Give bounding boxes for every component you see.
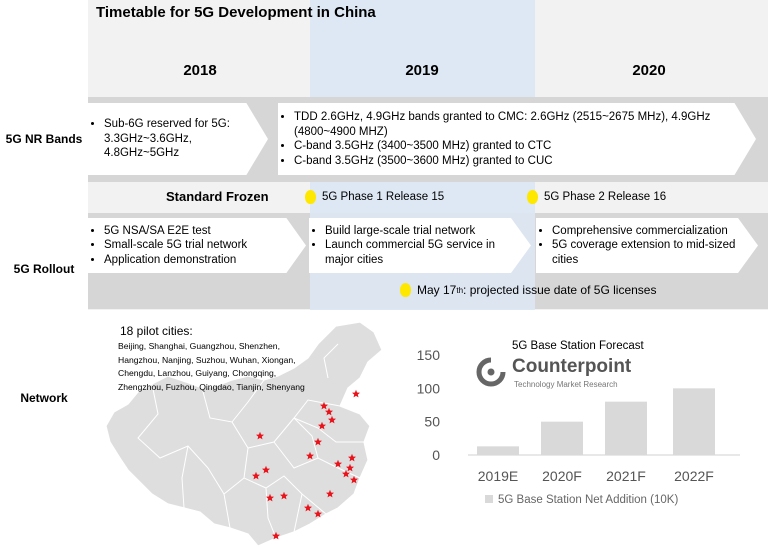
phase1-milestone: 5G Phase 1 Release 15 — [305, 190, 444, 204]
nr-bands-2019-item-1: TDD 2.6GHz, 4.9GHz bands granted to CMC:… — [294, 110, 714, 139]
city-star-icon — [352, 389, 360, 398]
phase2-label: 5G Phase 2 Release 16 — [544, 191, 667, 203]
standard-frozen-label: Standard Frozen — [166, 189, 269, 204]
counterpoint-logo-icon — [476, 357, 506, 387]
pilot-cities-line: Hangzhou, Nanjing, Suzhou, Wuhan, Xionga… — [118, 354, 296, 365]
city-star-icon — [266, 493, 274, 502]
city-star-icon — [304, 503, 312, 512]
legend-swatch — [485, 495, 493, 503]
year-2020: 2020 — [632, 62, 666, 79]
x-tick-label: 2019E — [478, 468, 518, 484]
pilot-city-markers — [252, 389, 360, 540]
city-star-icon — [350, 475, 358, 484]
rollout-2018-item-1: 5G NSA/SA E2E test — [104, 224, 247, 239]
city-star-icon — [314, 509, 322, 518]
x-tick-label: 2021F — [606, 468, 646, 484]
y-tick-label: 150 — [417, 347, 441, 363]
pilot-cities-line: Chengdu, Lanzhou, Guiyang, Chongqing, — [118, 368, 277, 378]
row-label-network: Network — [20, 391, 68, 405]
city-star-icon — [342, 469, 350, 478]
bar-2019E — [477, 446, 519, 455]
rollout-2019-item-2: Launch commercial 5G service in major ci… — [325, 238, 515, 267]
rollout-2020-item-1: Comprehensive commercialization — [552, 224, 748, 239]
pilot-cities-line: Zhengzhou, Fuzhou, Qingdao, Tianjin, She… — [118, 381, 305, 392]
pilot-cities-title: 18 pilot cities: — [120, 324, 193, 338]
x-tick-label: 2022F — [674, 468, 714, 484]
city-star-icon — [320, 401, 328, 410]
lightbulb-icon — [400, 283, 411, 297]
license-date: May 17 — [417, 283, 457, 297]
rollout-2018-arrow: 5G NSA/SA E2E test Small-scale 5G trial … — [88, 218, 306, 273]
phase1-label: 5G Phase 1 Release 15 — [322, 191, 445, 203]
license-text: : projected issue date of 5G licenses — [463, 283, 657, 297]
city-star-icon — [272, 531, 280, 540]
rollout-2018-item-3: Application demonstration — [104, 253, 247, 268]
city-star-icon — [348, 453, 356, 462]
nr-bands-2018-arrow: Sub-6G reserved for 5G: 3.3GHz~3.6GHz, 4… — [88, 103, 268, 175]
logo-tagline: Technology Market Research — [514, 380, 618, 389]
city-star-icon — [326, 489, 334, 498]
city-star-icon — [306, 451, 314, 460]
city-star-icon — [280, 491, 288, 500]
license-date-suffix: th — [456, 285, 464, 295]
row-label-nr-bands: 5G NR Bands — [5, 132, 83, 146]
nr-bands-2019-item-3: C-band 3.5GHz (3500~3600 MHz) granted to… — [294, 154, 714, 169]
city-star-icon — [314, 437, 322, 446]
base-station-chart: 0 50 100 150 2019E 2020F 2021F 2022F 5G Base S… — [417, 347, 740, 506]
logo-name: Counterpoint — [512, 356, 632, 377]
pilot-cities-list: Beijing, Shanghai, Guangzhou, Shenzhen, … — [118, 340, 305, 394]
china-map — [105, 321, 383, 547]
nr-bands-2019-arrow: TDD 2.6GHz, 4.9GHz bands granted to CMC:… — [278, 103, 756, 175]
nr-bands-2018-item: Sub-6G reserved for 5G: 3.3GHz~3.6GHz, 4… — [104, 117, 232, 161]
rollout-2019-arrow: Build large-scale trial network Launch c… — [309, 218, 531, 273]
x-tick-label: 2020F — [542, 468, 582, 484]
city-star-icon — [328, 415, 336, 424]
pilot-cities-line: Beijing, Shanghai, Guangzhou, Shenzhen, — [118, 341, 280, 351]
year-2018: 2018 — [183, 62, 217, 79]
rollout-2018-item-2: Small-scale 5G trial network — [104, 238, 247, 253]
y-tick-label: 50 — [424, 414, 440, 430]
lightbulb-icon — [527, 190, 538, 204]
y-tick-label: 0 — [432, 447, 440, 463]
bar-2021F — [605, 401, 647, 455]
lightbulb-icon — [305, 190, 316, 204]
chart-title: 5G Base Station Forecast — [512, 340, 644, 352]
bar-2020F — [541, 421, 583, 455]
city-star-icon — [318, 421, 326, 430]
bar-2022F — [673, 388, 715, 455]
city-star-icon — [252, 471, 260, 480]
row-label-rollout: 5G Rollout — [13, 262, 75, 276]
nr-bands-2019-item-2: C-band 3.5GHz (3400~3500 MHz) granted to… — [294, 139, 714, 154]
city-star-icon — [262, 465, 270, 474]
rollout-2019-item-1: Build large-scale trial network — [325, 224, 515, 239]
phase2-milestone: 5G Phase 2 Release 16 — [527, 190, 666, 204]
year-2019: 2019 — [405, 62, 439, 79]
city-star-icon — [256, 431, 264, 440]
city-star-icon — [334, 459, 342, 468]
city-star-icon — [325, 407, 333, 416]
china-map-outline — [105, 321, 383, 547]
page-title: Timetable for 5G Development in China — [96, 4, 376, 21]
rollout-2020-item-2: 5G coverage extension to mid-sized citie… — [552, 238, 748, 267]
y-tick-label: 100 — [417, 380, 441, 396]
rollout-2020-arrow: Comprehensive commercialization 5G cover… — [536, 218, 758, 273]
legend-label: 5G Base Station Net Addition (10K) — [498, 494, 678, 506]
city-star-icon — [346, 463, 354, 472]
